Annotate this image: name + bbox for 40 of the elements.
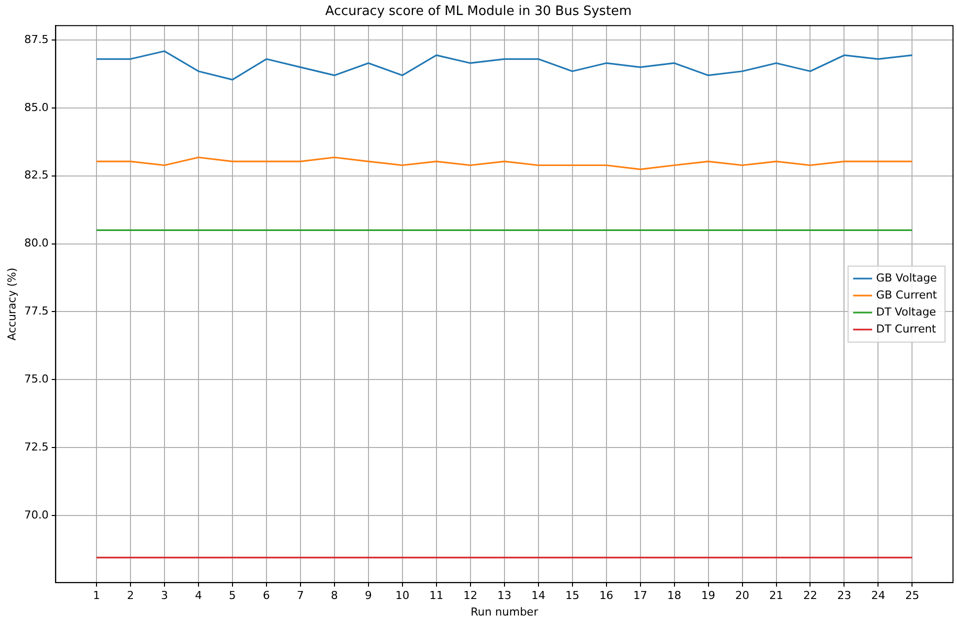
x-tick-label: 21	[769, 589, 784, 602]
x-tick-label: 12	[463, 589, 478, 602]
y-tick-label: 82.5	[24, 168, 49, 182]
x-tick-label: 6	[262, 589, 270, 602]
x-tick-label: 17	[633, 589, 648, 602]
x-tick-label: 13	[497, 589, 512, 602]
x-tick-label: 4	[194, 589, 202, 602]
x-tick-label: 25	[905, 589, 920, 602]
x-tick-label: 1	[92, 589, 100, 602]
y-tick-label: 77.5	[24, 304, 49, 318]
x-tick-label: 18	[667, 589, 682, 602]
x-tick-label: 24	[871, 589, 886, 602]
y-tick-label: 70.0	[24, 508, 49, 522]
x-tick-label: 22	[803, 589, 818, 602]
x-tick-label: 23	[837, 589, 852, 602]
chart-title: Accuracy score of ML Module in 30 Bus System	[325, 4, 632, 20]
legend-label: DT Voltage	[876, 305, 936, 318]
x-tick-label: 15	[565, 589, 580, 602]
x-tick-label: 11	[429, 589, 444, 602]
y-tick-label: 87.5	[24, 32, 49, 46]
x-tick-label: 19	[701, 589, 716, 602]
x-tick-label: 7	[296, 589, 304, 602]
legend-label: GB Current	[876, 288, 938, 302]
x-tick-label: 5	[228, 589, 236, 602]
x-tick-label: 16	[599, 589, 614, 602]
x-tick-label: 9	[364, 589, 372, 602]
y-tick-label: 85.0	[24, 100, 49, 114]
y-tick-label: 72.5	[24, 440, 49, 454]
y-tick-label: 80.0	[24, 236, 49, 250]
x-axis-title: Run number	[470, 605, 539, 618]
y-tick-label: 75.0	[24, 372, 49, 386]
legend-label: GB Voltage	[876, 271, 938, 284]
x-tick-label: 2	[126, 589, 134, 602]
x-tick-label: 10	[395, 589, 410, 602]
x-tick-label: 14	[531, 589, 546, 602]
x-tick-label: 20	[735, 589, 750, 602]
x-tick-label: 3	[160, 589, 168, 602]
x-tick-label: 8	[330, 589, 338, 602]
legend-label: DT Current	[876, 322, 937, 336]
y-axis-title: Accuracy (%)	[5, 268, 18, 340]
